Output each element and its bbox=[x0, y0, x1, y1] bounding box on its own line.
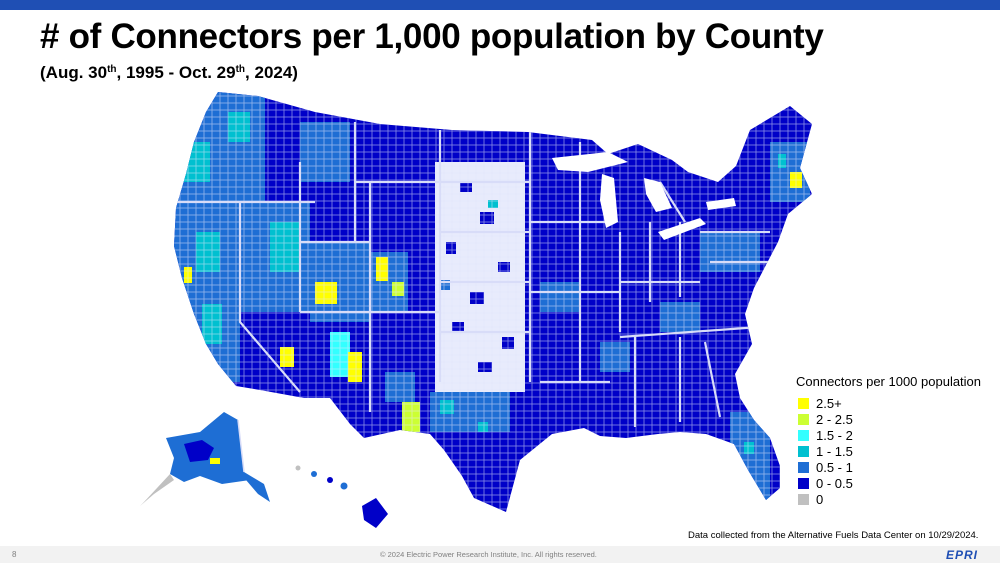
data-source-note: Data collected from the Alternative Fuel… bbox=[688, 530, 979, 541]
map-svg bbox=[140, 92, 812, 528]
hawaii-island bbox=[340, 482, 348, 490]
subtitle-start-text: (Aug. 30 bbox=[40, 63, 108, 82]
legend-swatch bbox=[798, 397, 809, 409]
legend-swatch bbox=[798, 461, 809, 473]
state-border bbox=[703, 341, 722, 418]
hawaii bbox=[295, 465, 388, 528]
footer-bar bbox=[0, 546, 1000, 563]
alaska bbox=[140, 412, 270, 506]
aleutian-islands bbox=[140, 474, 174, 506]
state-border bbox=[238, 202, 301, 393]
page-number: 8 bbox=[12, 550, 17, 559]
subtitle-middle-text: , 1995 - Oct. 29 bbox=[116, 63, 236, 82]
us-county-choropleth-map bbox=[140, 82, 860, 542]
hawaii-big-island bbox=[362, 498, 388, 528]
copyright-notice: © 2024 Electric Power Research Institute… bbox=[380, 550, 597, 559]
state-border bbox=[659, 181, 686, 223]
contiguous-us-counties bbox=[174, 92, 812, 512]
legend-item: 1.5 - 2 bbox=[798, 427, 996, 443]
lake-michigan bbox=[600, 174, 618, 228]
legend-label: 1 - 1.5 bbox=[816, 443, 853, 459]
subtitle-ordinal-suffix-2: th bbox=[235, 64, 246, 75]
lake-superior bbox=[552, 152, 628, 172]
legend-item: 1 - 1.5 bbox=[798, 443, 996, 459]
legend-item: 2 - 2.5 bbox=[798, 411, 996, 427]
epri-logo: EPRI bbox=[946, 548, 979, 562]
legend-swatch bbox=[798, 477, 809, 489]
state-border bbox=[237, 419, 245, 473]
region-fill bbox=[210, 458, 220, 464]
page-title: # of Connectors per 1,000 population by … bbox=[40, 17, 824, 56]
legend-title: Connectors per 1000 population bbox=[796, 374, 982, 389]
alaska-panhandle bbox=[244, 472, 270, 502]
hawaii-island bbox=[295, 465, 301, 471]
subtitle-end-text: , 2024) bbox=[245, 63, 298, 82]
legend-item: 0.5 - 1 bbox=[798, 459, 996, 475]
county-borders bbox=[174, 92, 812, 512]
legend-item: 0 - 0.5 bbox=[798, 475, 996, 491]
state-borders bbox=[176, 122, 770, 427]
lake-huron bbox=[644, 178, 672, 212]
region-fill bbox=[184, 440, 214, 462]
subtitle-ordinal-suffix-1: th bbox=[107, 64, 117, 75]
state-border bbox=[619, 325, 761, 339]
legend-swatch bbox=[798, 445, 809, 457]
legend-label: 2 - 2.5 bbox=[816, 411, 853, 427]
legend-label: 2.5+ bbox=[816, 395, 842, 411]
page-subtitle: (Aug. 30th, 1995 - Oct. 29th, 2024) bbox=[40, 63, 298, 83]
legend-swatch bbox=[798, 493, 809, 505]
hawaii-island bbox=[327, 477, 333, 483]
top-accent-bar bbox=[0, 0, 1000, 10]
map-legend: Connectors per 1000 population 2.5+ 2 - … bbox=[796, 374, 996, 507]
legend-item: 2.5+ bbox=[798, 395, 996, 411]
legend-label: 0.5 - 1 bbox=[816, 459, 853, 475]
legend-label: 0 - 0.5 bbox=[816, 475, 853, 491]
lake-ontario bbox=[706, 198, 736, 210]
hawaii-island bbox=[311, 471, 317, 477]
lake-erie bbox=[658, 218, 706, 240]
legend-label: 1.5 - 2 bbox=[816, 427, 853, 443]
legend-item: 0 bbox=[798, 491, 996, 507]
legend-swatch bbox=[798, 413, 809, 425]
legend-swatch bbox=[798, 429, 809, 441]
legend-label: 0 bbox=[816, 491, 824, 507]
